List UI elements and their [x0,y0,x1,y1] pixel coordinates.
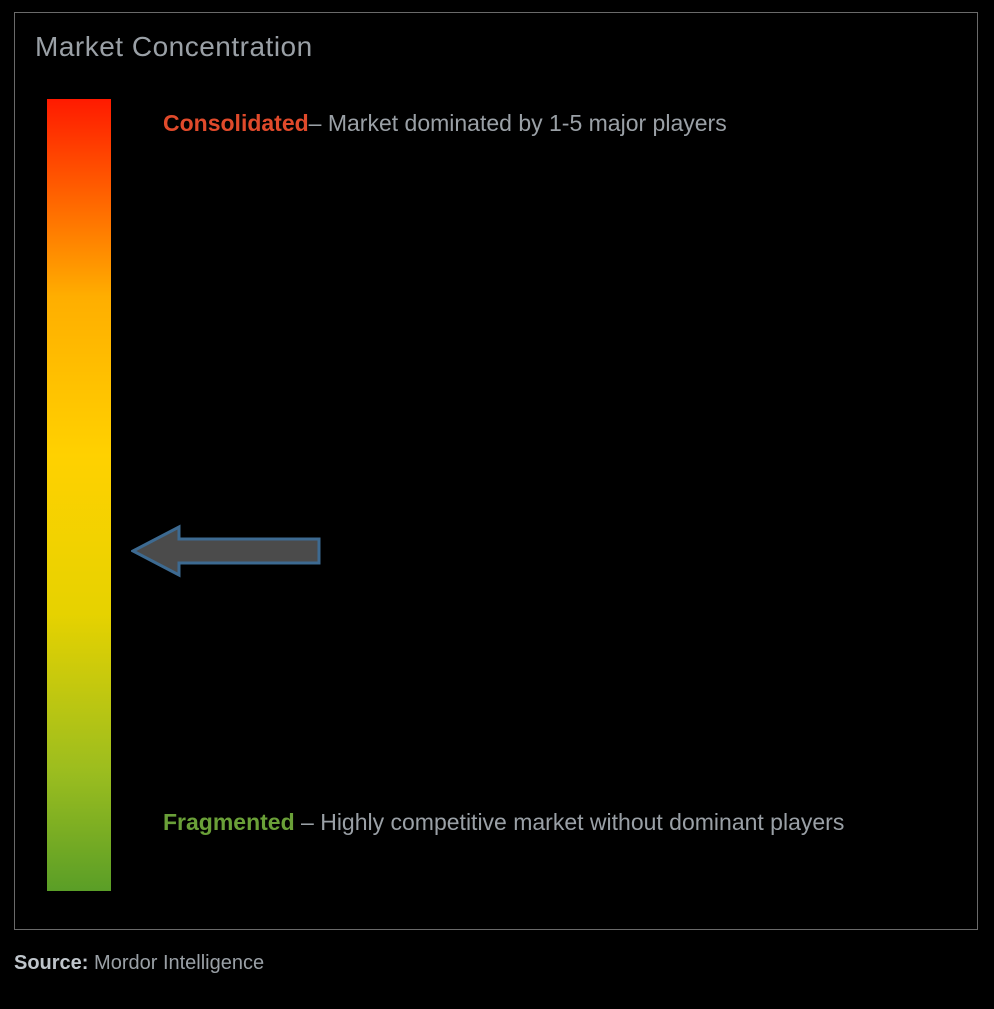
gradient-bar-svg [47,99,111,891]
source-value: Mordor Intelligence [94,952,264,974]
arrow-polygon [133,527,319,575]
fragmented-keyword: Fragmented [163,809,295,835]
source-line: Source: Mordor Intelligence [14,952,264,975]
position-arrow [131,521,321,581]
fragmented-text: – Highly competitive market without domi… [295,809,845,835]
consolidated-label: Consolidated– Market dominated by 1-5 ma… [163,109,727,139]
source-label: Source: [14,952,88,974]
consolidated-keyword: Consolidated [163,110,309,136]
card-title: Market Concentration [35,31,313,63]
concentration-card: Market Concentration Consolidated– Marke… [14,12,978,930]
concentration-gradient-bar [47,99,111,891]
fragmented-label: Fragmented – Highly competitive market w… [163,799,844,845]
consolidated-text: – Market dominated by 1-5 major players [309,110,727,136]
arrow-svg [131,521,321,581]
